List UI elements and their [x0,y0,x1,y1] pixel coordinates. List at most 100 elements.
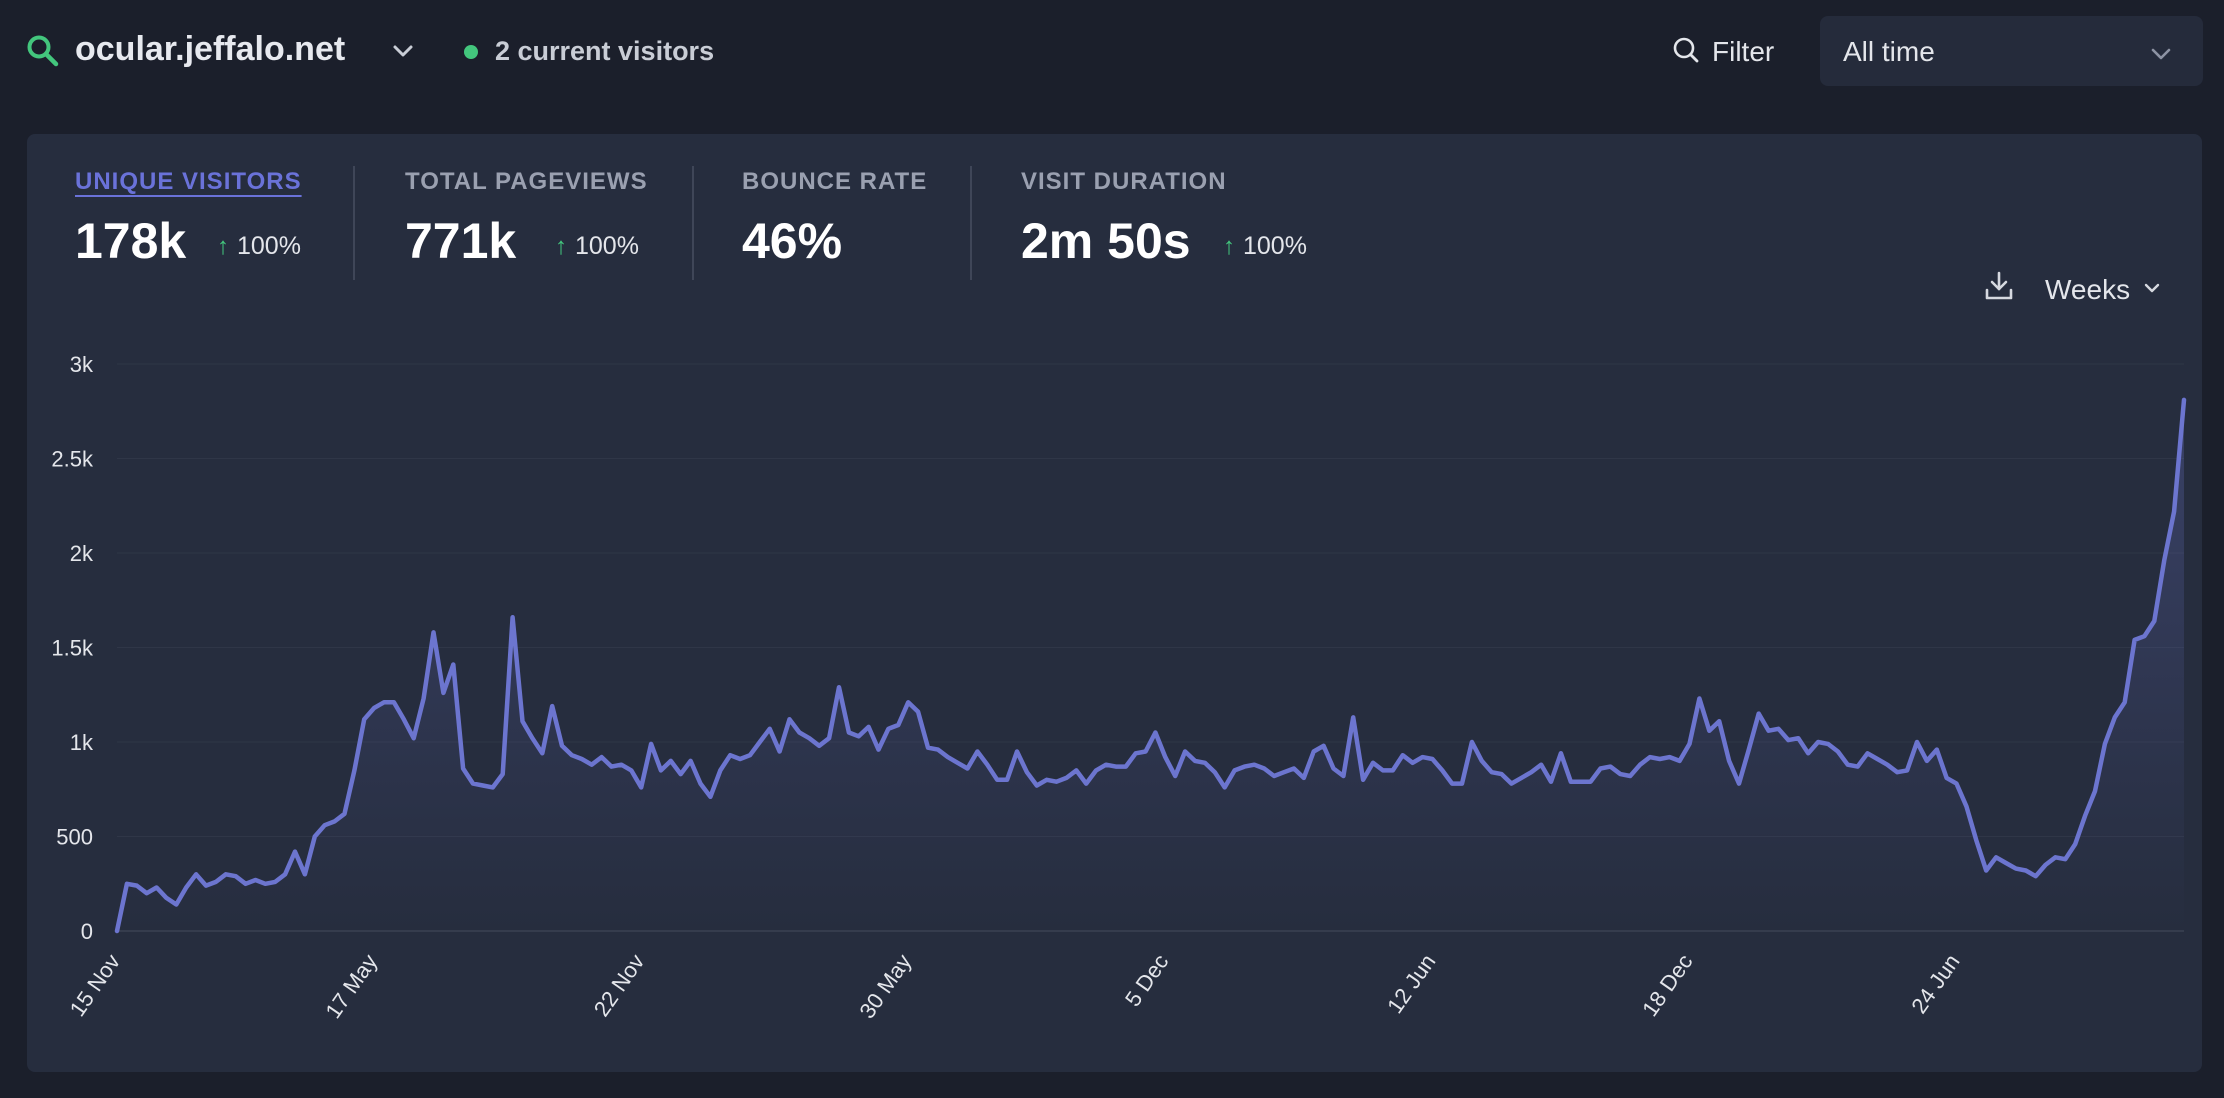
chevron-down-icon[interactable] [390,38,416,69]
data-point [1381,768,1385,772]
search-icon [1672,36,1700,69]
data-point [649,742,653,746]
download-icon[interactable] [1983,270,2015,307]
data-point [1074,768,1078,772]
data-point [263,882,267,886]
metric-change-value: 100% [1243,232,1307,260]
x-tick-label: 5 Dec [1120,950,1173,1011]
data-point [1856,765,1860,769]
data-point [1252,763,1256,767]
y-tick-label: 2k [70,541,94,566]
data-point [1579,780,1583,784]
data-point [550,704,554,708]
data-point [1361,778,1365,782]
data-point [867,725,871,729]
data-point [1262,767,1266,771]
arrow-up-icon: ↑ [217,232,229,260]
data-point [1608,765,1612,769]
data-point [352,768,356,772]
data-point [1045,778,1049,782]
data-point [788,717,792,721]
data-point [975,750,979,754]
data-point [2113,715,2117,719]
data-point [837,685,841,689]
data-point [1064,776,1068,780]
top-bar: ocular.jeffalo.net 2 current visitors Fi… [0,0,2224,100]
data-point [1836,750,1840,754]
data-point [1816,740,1820,744]
data-point [877,748,881,752]
metric-bounce-rate[interactable]: BOUNCE RATE 46% [742,168,927,269]
live-status-dot [464,45,478,59]
data-point [343,812,347,816]
data-point [1223,785,1227,789]
data-point [1984,869,1988,873]
data-point [600,755,604,759]
y-tick-label: 500 [56,825,93,850]
data-point [926,746,930,750]
metric-visit-duration[interactable]: VISIT DURATION 2m 50s ↑ 100% [1021,168,1307,269]
data-point [441,691,445,695]
data-point [956,761,960,765]
data-point [293,850,297,854]
stats-card: UNIQUE VISITORS 178k ↑ 100% TOTAL PAGEVI… [27,134,2202,1072]
data-point [679,772,683,776]
data-point [115,929,119,933]
data-point [1618,772,1622,776]
data-point [2034,874,2038,878]
data-point [995,778,999,782]
data-point [540,751,544,755]
data-point [2172,509,2176,513]
data-point [1519,776,1523,780]
x-tick-label: 15 Nov [65,950,125,1021]
date-range-select[interactable]: All time [1820,16,2203,86]
data-point [432,630,436,634]
data-point [1589,780,1593,784]
x-tick-label: 22 Nov [589,950,649,1021]
data-point [1559,751,1563,755]
data-point [1183,750,1187,754]
data-point [560,744,564,748]
data-point [1786,738,1790,742]
data-point [906,700,910,704]
metric-total-pageviews[interactable]: TOTAL PAGEVIEWS 771k ↑ 100% [405,168,648,269]
site-selector-name[interactable]: ocular.jeffalo.net [75,30,346,68]
data-point [1173,774,1177,778]
date-range-value: All time [1843,36,1935,67]
data-point [1806,751,1810,755]
interval-value: Weeks [2045,274,2131,305]
data-point [1796,736,1800,740]
metric-unique-visitors[interactable]: UNIQUE VISITORS 178k ↑ 100% [75,168,302,269]
data-point [1885,763,1889,767]
data-point [1302,776,1306,780]
y-tick-label: 0 [81,919,93,944]
data-point [985,763,989,767]
data-point [2142,634,2146,638]
data-point [530,736,534,740]
data-point [1569,780,1573,784]
data-point [1272,774,1276,778]
data-point [1875,757,1879,761]
data-point [1678,759,1682,763]
data-point [1411,761,1415,765]
data-point [1658,757,1662,761]
data-point [1450,782,1454,786]
data-point [1094,768,1098,772]
current-visitors-link[interactable]: 2 current visitors [495,36,715,66]
data-point [946,755,950,759]
metric-label: UNIQUE VISITORS [75,168,302,195]
data-point [303,872,307,876]
data-point [1490,770,1494,774]
interval-select[interactable]: Weeks [2045,274,2162,306]
data-point [1994,855,1998,859]
data-point [1322,744,1326,748]
x-tick-label: 17 May [320,950,382,1023]
filter-button[interactable]: Filter [1672,32,1774,72]
data-point [728,753,732,757]
data-point [1163,755,1167,759]
data-point [2024,869,2028,873]
data-point [362,717,366,721]
data-point [936,748,940,752]
metric-change: ↑ 100% [555,232,639,261]
data-point [521,719,525,723]
